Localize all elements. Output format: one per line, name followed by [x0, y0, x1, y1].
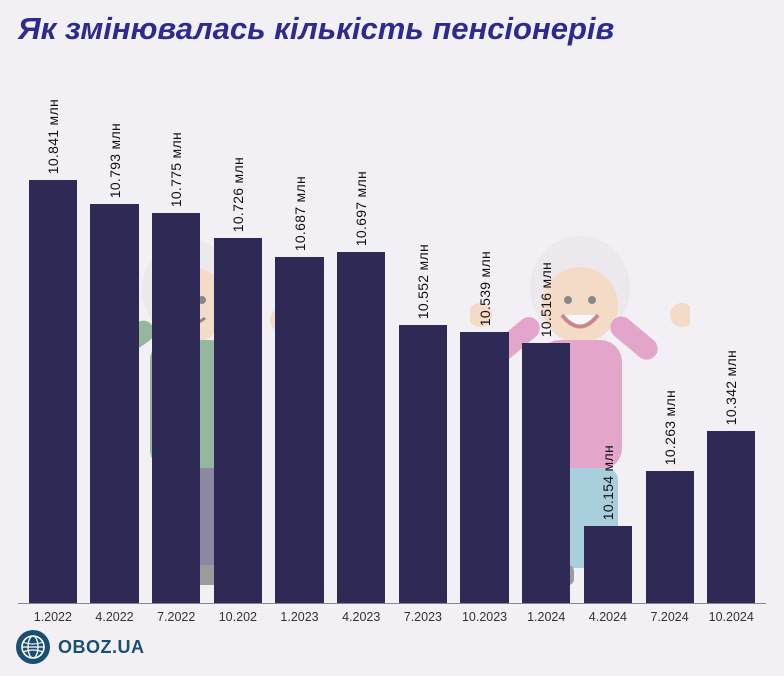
bar-value-label: 10.841 млн [45, 99, 61, 174]
bar [646, 471, 694, 603]
bar [275, 257, 323, 603]
bar-slot: 10.726 млн [207, 56, 269, 603]
x-axis-tick: 4.2023 [330, 610, 392, 624]
bar-slot: 10.697 млн [330, 56, 392, 603]
bar [214, 238, 262, 603]
bar [399, 325, 447, 603]
plot-area: 10.841 млн 10.793 млн 10.775 млн 10.726 млн… [18, 56, 766, 604]
bar [584, 526, 632, 603]
source-footer: OBOZ.UA [16, 630, 145, 664]
x-axis-tick: 10.2024 [700, 610, 762, 624]
x-axis-tick: 4.2022 [84, 610, 146, 624]
bar-slot: 10.342 млн [700, 56, 762, 603]
source-text: OBOZ.UA [58, 637, 145, 658]
bar-slot: 10.552 млн [392, 56, 454, 603]
bar [152, 213, 200, 603]
bar-value-label: 10.516 млн [538, 262, 554, 337]
x-axis-tick: 1.2022 [22, 610, 84, 624]
x-axis-tick: 10.2023 [454, 610, 516, 624]
x-axis-tick: 7.2024 [639, 610, 701, 624]
globe-icon [20, 634, 46, 660]
bar-slot: 10.687 млн [269, 56, 331, 603]
bar-value-label: 10.726 млн [230, 157, 246, 232]
bar-slot: 10.263 млн [639, 56, 701, 603]
bar-value-label: 10.552 млн [415, 244, 431, 319]
bar-value-label: 10.154 млн [600, 445, 616, 520]
bar [337, 252, 385, 603]
bar-slot: 10.841 млн [22, 56, 84, 603]
bar-slot: 10.539 млн [454, 56, 516, 603]
x-axis-tick: 1.2023 [269, 610, 331, 624]
bar-slot: 10.793 млн [84, 56, 146, 603]
x-axis: 1.20224.20227.202210.2021.20234.20237.20… [18, 604, 766, 624]
x-axis-tick: 1.2024 [515, 610, 577, 624]
bar-value-label: 10.687 млн [292, 176, 308, 251]
bar [90, 204, 138, 603]
bar-value-label: 10.342 млн [723, 350, 739, 425]
bar [522, 343, 570, 603]
bar-value-label: 10.793 млн [107, 123, 123, 198]
bar-value-label: 10.539 млн [477, 251, 493, 326]
globe-logo-icon [16, 630, 50, 664]
bar-value-label: 10.775 млн [168, 132, 184, 207]
x-axis-tick: 10.202 [207, 610, 269, 624]
chart-title: Як змінювалась кількість пенсіонерів [18, 12, 766, 46]
x-axis-tick: 7.2023 [392, 610, 454, 624]
bar [460, 332, 508, 603]
bar [29, 180, 77, 603]
bar-value-label: 10.263 млн [662, 390, 678, 465]
bar-slot: 10.775 млн [145, 56, 207, 603]
bar-slot: 10.516 млн [515, 56, 577, 603]
bar-slot: 10.154 млн [577, 56, 639, 603]
chart-container: Як змінювалась кількість пенсіонерів [0, 0, 784, 676]
bar [707, 431, 755, 603]
x-axis-tick: 4.2024 [577, 610, 639, 624]
x-axis-tick: 7.2022 [145, 610, 207, 624]
bar-value-label: 10.697 млн [353, 171, 369, 246]
